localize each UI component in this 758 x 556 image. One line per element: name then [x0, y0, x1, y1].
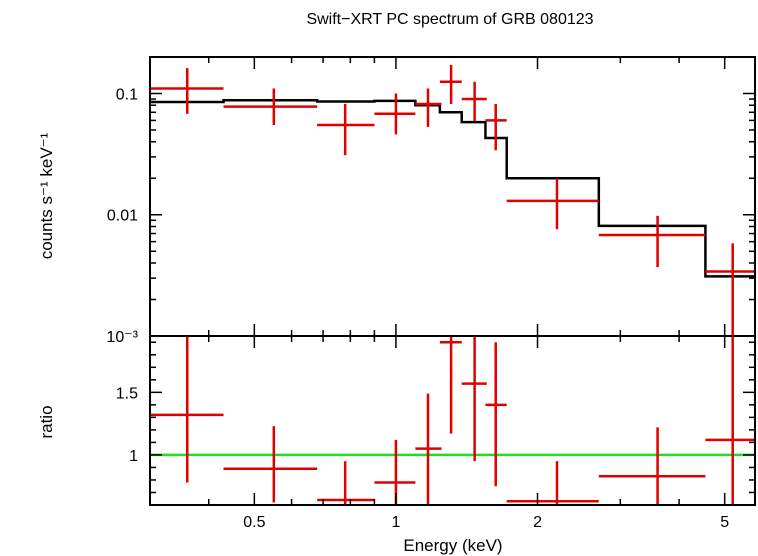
ratio-point: [223, 426, 318, 503]
y-tick-label: 10⁻³: [106, 329, 138, 346]
ratio-point: [317, 461, 375, 505]
ratio-point: [506, 461, 599, 505]
spectrum-point: [374, 93, 416, 135]
spectrum-point: [415, 88, 442, 127]
ratio-point: [461, 336, 487, 462]
spectrum-point: [598, 215, 706, 268]
spectrum-point: [439, 64, 462, 104]
ratio-point: [150, 336, 224, 483]
spectrum-point: [317, 103, 375, 156]
ratio-point: [485, 342, 507, 487]
spectrum-point: [705, 243, 755, 336]
x-tick-label: 5: [720, 514, 729, 531]
spectrum-ylabel: counts s⁻¹ keV⁻¹: [37, 132, 56, 259]
ratio-ylabel: ratio: [37, 405, 56, 438]
ratio-point: [439, 336, 462, 434]
y-tick-label: 1: [129, 448, 138, 465]
spectrum-point: [223, 88, 318, 125]
spectrum-point: [506, 178, 599, 230]
ratio-panel-frame: [149, 335, 756, 506]
y-tick-label: 0.1: [116, 86, 138, 103]
spectrum-point: [485, 103, 507, 151]
spectrum-panel-frame: [149, 56, 756, 337]
ratio-point: [705, 336, 755, 505]
y-tick-label: 1.5: [116, 385, 138, 402]
ratio-point: [374, 439, 416, 505]
ratio-point: [415, 393, 442, 505]
ratio-point: [598, 427, 706, 505]
x-tick-label: 2: [533, 514, 542, 531]
spectrum-panel: 0.1 0.01 10⁻³ counts s⁻¹ keV⁻¹: [37, 56, 756, 346]
x-tick-label: 1: [391, 514, 400, 531]
y-tick-label: 0.01: [107, 208, 138, 225]
model-histogram: [150, 98, 755, 278]
spectrum-point: [461, 81, 487, 122]
spectrum-point: [150, 68, 224, 114]
x-axis-label: Energy (keV): [403, 536, 502, 555]
chart-title: Swift−XRT PC spectrum of GRB 080123: [306, 11, 593, 28]
x-tick-label: 0.5: [243, 514, 265, 531]
ratio-panel: 1 1.5 ratio: [37, 335, 756, 506]
